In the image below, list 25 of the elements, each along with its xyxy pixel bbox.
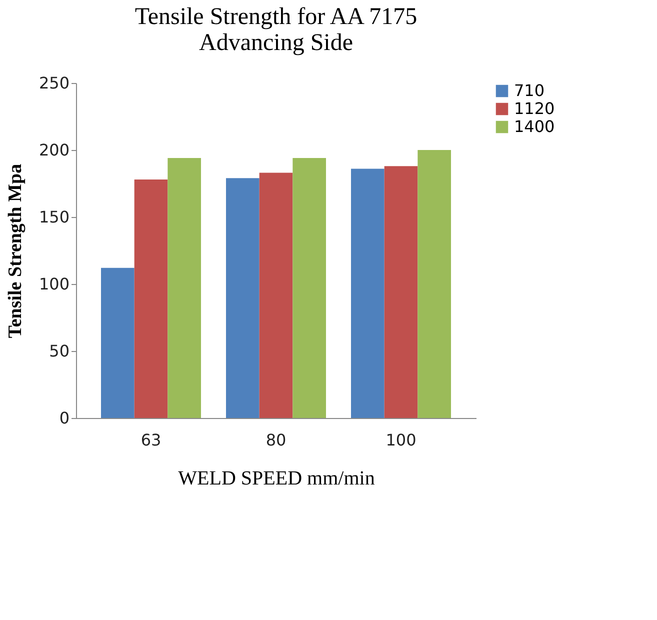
y-tick-label: 0 [59,408,70,428]
bar [351,168,384,418]
bar [418,150,451,418]
legend-label: 710 [514,81,545,100]
text: Advancing Side [199,30,353,56]
x-tick-label: 100 [386,430,416,450]
bar [101,268,134,418]
bar [134,179,168,418]
text: Tensile Strength for AA 7175 [134,4,418,30]
legend-label: 1120 [514,99,555,118]
bar [226,178,260,418]
y-tick-label: 100 [38,274,70,294]
bar [292,158,326,418]
bar [259,172,293,418]
x-tick-label: 80 [266,430,286,450]
y-tick-label: 150 [38,208,70,226]
y-axis-title: Tensile Strength Mpa [4,163,26,338]
x-tick-label: 63 [140,430,162,450]
y-tick-label: 250 [38,74,70,92]
y-tick-label: 50 [49,342,70,360]
bar [168,158,201,418]
x-axis-title: WELD SPEED mm/min [178,468,375,490]
legend-label: 1400 [514,117,555,136]
bar [384,166,418,418]
y-tick-label: 200 [38,140,70,160]
